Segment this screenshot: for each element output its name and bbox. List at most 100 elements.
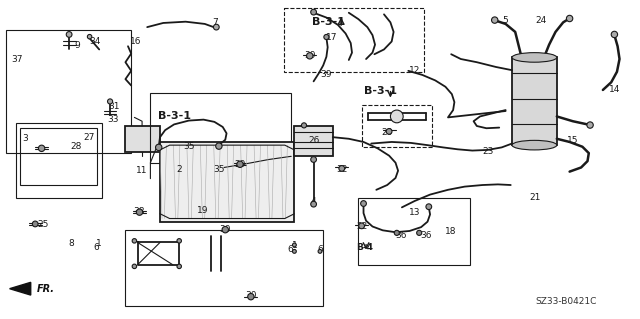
Text: 16: 16	[130, 37, 141, 46]
Circle shape	[237, 161, 243, 167]
Bar	[6, 30, 131, 153]
Circle shape	[292, 249, 296, 253]
Text: 6: 6	[317, 245, 323, 254]
Text: 8: 8	[69, 239, 74, 248]
Ellipse shape	[512, 53, 557, 62]
Circle shape	[587, 122, 593, 128]
Circle shape	[307, 53, 313, 59]
Circle shape	[417, 230, 422, 235]
Text: 15: 15	[567, 136, 579, 145]
Text: 2: 2	[177, 165, 182, 174]
Text: B-3-1: B-3-1	[312, 17, 345, 27]
Circle shape	[292, 243, 296, 247]
Circle shape	[339, 166, 344, 171]
Text: 39: 39	[321, 70, 332, 79]
Text: 11: 11	[136, 166, 148, 175]
Circle shape	[426, 204, 431, 210]
Circle shape	[216, 143, 222, 149]
Bar	[20, 128, 97, 185]
Text: 17: 17	[326, 33, 337, 42]
Bar	[150, 93, 291, 163]
Text: 24: 24	[535, 16, 547, 25]
Text: SZ33-B0421C: SZ33-B0421C	[536, 297, 597, 306]
Text: 18: 18	[445, 227, 457, 236]
Circle shape	[359, 223, 364, 229]
Text: 14: 14	[609, 85, 620, 94]
Bar	[160, 142, 294, 222]
Text: 30: 30	[245, 291, 257, 300]
Text: 26: 26	[308, 136, 319, 145]
Text: 31: 31	[108, 102, 120, 111]
Bar	[284, 8, 424, 72]
Text: 1: 1	[292, 241, 297, 250]
Text: 12: 12	[409, 66, 420, 75]
Bar	[125, 126, 160, 152]
Bar	[362, 105, 432, 147]
Circle shape	[311, 201, 316, 207]
Circle shape	[67, 32, 72, 37]
Ellipse shape	[512, 140, 557, 150]
Circle shape	[611, 31, 618, 38]
Circle shape	[132, 264, 136, 269]
Circle shape	[88, 34, 92, 39]
Text: 28: 28	[70, 142, 82, 151]
Circle shape	[311, 9, 316, 15]
Text: 25: 25	[38, 220, 49, 229]
Circle shape	[136, 209, 143, 215]
Text: 19: 19	[196, 206, 208, 215]
Bar	[512, 57, 557, 145]
Circle shape	[177, 239, 181, 243]
Text: FR.: FR.	[37, 284, 55, 294]
Circle shape	[387, 129, 392, 134]
Circle shape	[394, 230, 399, 235]
Text: 30: 30	[220, 225, 231, 234]
Text: 22: 22	[356, 222, 367, 231]
Bar	[125, 230, 323, 306]
Text: 3: 3	[23, 134, 28, 143]
Text: 34: 34	[89, 37, 100, 46]
Circle shape	[214, 24, 219, 30]
Circle shape	[177, 264, 181, 269]
Circle shape	[492, 17, 498, 23]
Text: 37: 37	[11, 55, 22, 63]
Text: 35: 35	[214, 165, 225, 174]
Text: 29: 29	[234, 160, 246, 169]
Text: 9: 9	[75, 41, 80, 50]
Text: 38: 38	[134, 207, 145, 216]
Text: 21: 21	[529, 193, 541, 202]
Text: B-3-1: B-3-1	[157, 111, 191, 122]
Circle shape	[324, 34, 329, 40]
Text: 36: 36	[395, 231, 406, 240]
Circle shape	[361, 201, 366, 206]
Text: 36: 36	[420, 231, 431, 240]
Text: 33: 33	[107, 115, 118, 124]
Text: 27: 27	[83, 133, 95, 142]
Text: B-3-1: B-3-1	[364, 86, 397, 96]
Text: 23: 23	[482, 147, 493, 156]
Text: 7: 7	[212, 18, 218, 27]
Bar	[294, 126, 333, 156]
Text: 5: 5	[503, 16, 508, 25]
Circle shape	[301, 123, 307, 128]
Circle shape	[108, 99, 113, 104]
Circle shape	[248, 293, 254, 300]
Text: 32: 32	[336, 165, 348, 174]
Text: 6: 6	[93, 243, 99, 252]
Text: B-4: B-4	[356, 243, 373, 252]
Text: 20: 20	[381, 128, 393, 137]
Bar	[358, 198, 470, 265]
Circle shape	[390, 110, 403, 123]
Text: 13: 13	[409, 208, 420, 217]
Circle shape	[222, 226, 228, 233]
Text: 6: 6	[288, 245, 293, 254]
Circle shape	[311, 157, 316, 162]
Text: 39: 39	[304, 51, 316, 60]
Text: 35: 35	[184, 142, 195, 151]
Polygon shape	[10, 282, 31, 295]
Circle shape	[132, 239, 136, 243]
Circle shape	[38, 145, 45, 152]
Circle shape	[33, 221, 38, 227]
Circle shape	[318, 249, 322, 253]
Text: 4: 4	[311, 197, 316, 206]
Circle shape	[566, 15, 573, 22]
